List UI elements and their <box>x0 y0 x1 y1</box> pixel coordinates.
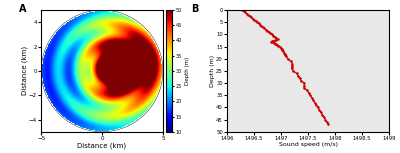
Y-axis label: Depth (m): Depth (m) <box>185 57 190 85</box>
X-axis label: Sound speed (m/s): Sound speed (m/s) <box>278 142 338 147</box>
Text: B: B <box>192 4 199 14</box>
Text: A: A <box>19 4 27 14</box>
Y-axis label: Distance (km): Distance (km) <box>21 46 28 95</box>
Y-axis label: Depth (m): Depth (m) <box>210 55 215 87</box>
X-axis label: Distance (km): Distance (km) <box>78 142 127 149</box>
